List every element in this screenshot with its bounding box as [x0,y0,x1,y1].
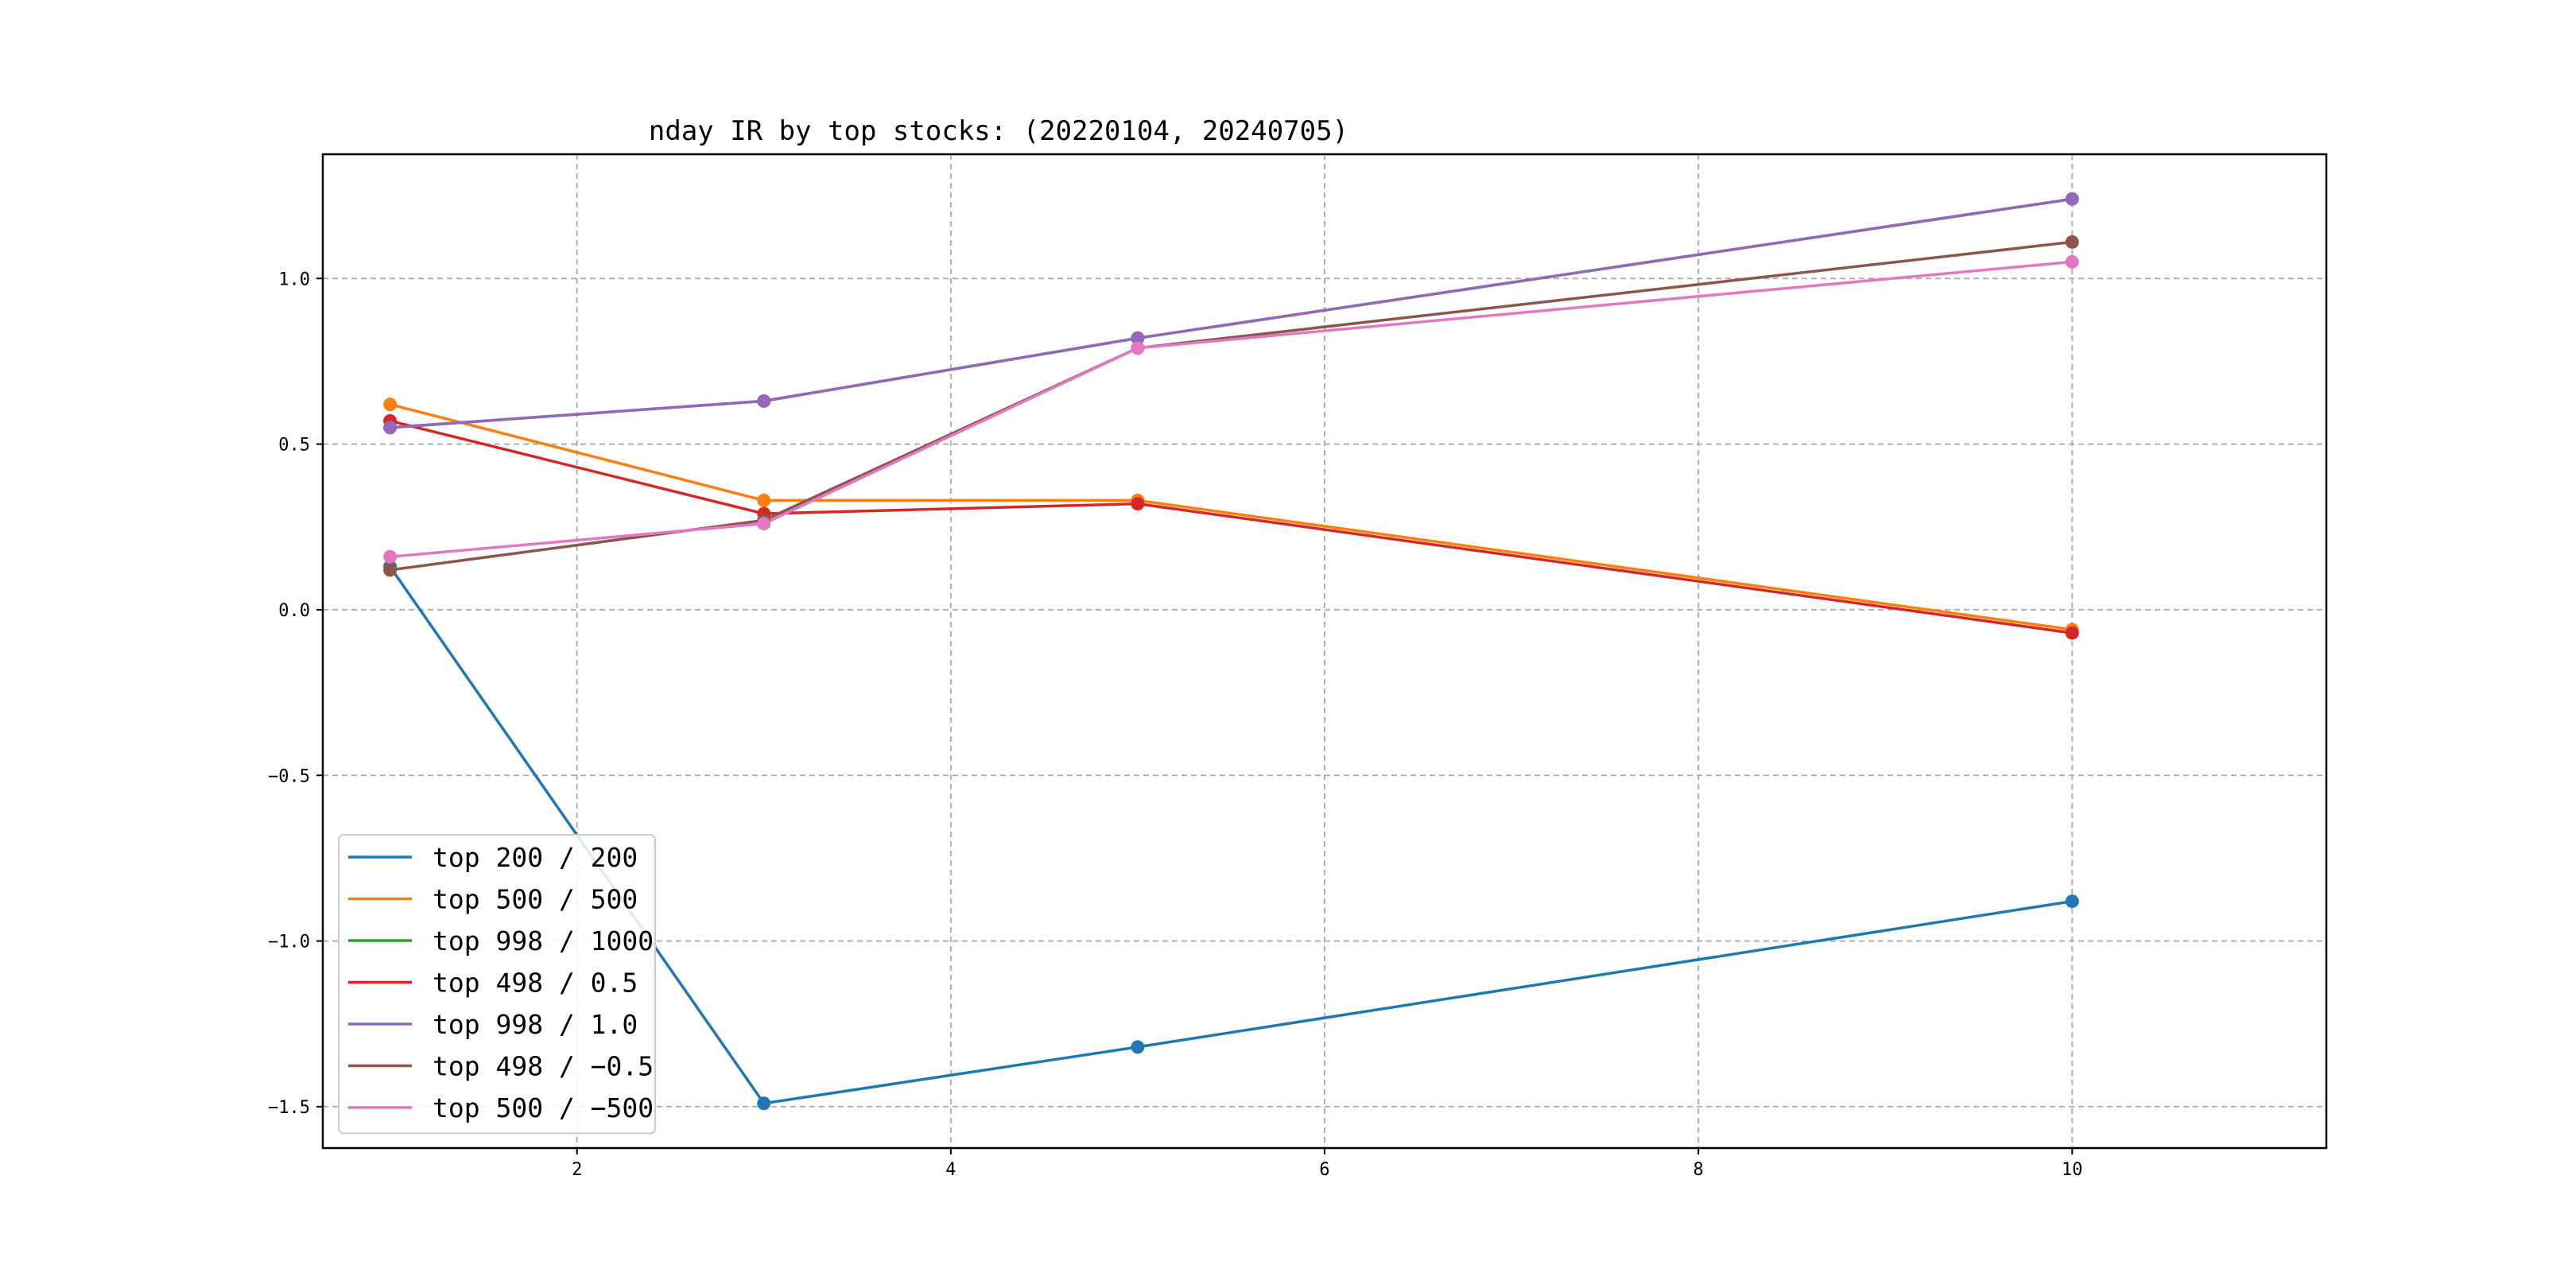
series-point [2065,192,2079,206]
y-tick-label: −0.5 [268,766,310,786]
series-point [1131,341,1145,355]
series-point [383,398,398,412]
legend-label: top 998 / 1000 [433,925,654,956]
y-tick-label: −1.5 [268,1098,310,1118]
chart-title: nday IR by top stocks: (20220104, 202407… [649,115,1348,147]
series-line [390,419,2073,634]
legend-label: top 498 / 0.5 [433,968,638,999]
series-markers [383,192,2079,1111]
series-point [2065,626,2079,640]
x-tick-label: 2 [572,1160,582,1180]
series-point [757,1096,771,1111]
series-point [1131,331,1145,345]
series-line [390,197,2073,429]
y-tick-label: −1.0 [268,933,310,952]
legend-label: top 200 / 200 [433,842,638,873]
series-point [1131,497,1145,511]
legend-label: top 500 / −500 [433,1092,654,1123]
legend-label: top 500 / 500 [433,884,638,915]
series-line [390,260,2073,559]
series-point [757,493,771,507]
series-point [383,549,398,564]
series-point [2065,894,2079,909]
series-point [1131,1040,1145,1054]
legend-box [338,834,656,1135]
series-line [390,240,2073,572]
series-point [2065,235,2079,249]
y-tick-label: 0.5 [278,436,310,456]
series-point [383,563,398,577]
axis-ticks: 2 4 6 8 10 −1.5 −1.0 −0.5 0.0 0.5 1.0 [268,270,2083,1180]
series-point [383,421,398,435]
y-tick-label: 1.0 [278,270,310,289]
grid-lines [323,154,2326,1148]
x-tick-label: 6 [1319,1160,1329,1180]
x-tick-label: 4 [945,1160,956,1180]
y-tick-label: 0.0 [278,601,310,621]
x-tick-label: 8 [1693,1160,1704,1180]
legend-label: top 998 / 1.0 [433,1009,638,1040]
legend: top 200 / 200 top 500 / 500 top 998 / 1000… [338,834,656,1135]
x-tick-label: 10 [2062,1160,2083,1180]
series-point [2065,254,2079,269]
legend-label: top 498 / −0.5 [433,1051,654,1082]
series-point [757,517,771,531]
series-line [390,402,2073,631]
series-point [757,394,771,408]
